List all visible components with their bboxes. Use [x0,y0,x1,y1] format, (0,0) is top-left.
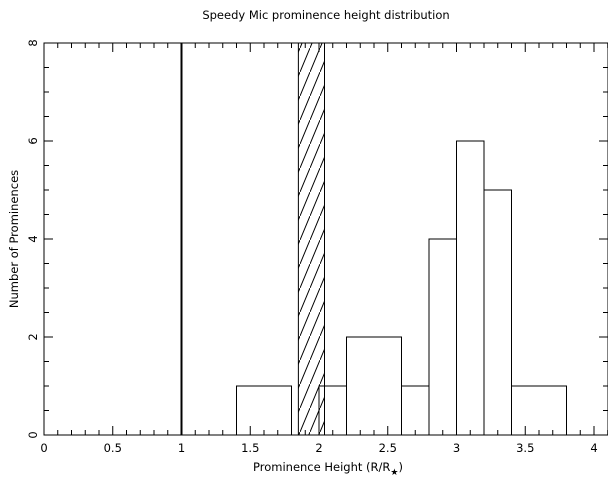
axis-ticks [43,42,608,436]
x-tick-label: 1.5 [241,441,259,455]
x-axis-label-close: ) [398,460,403,474]
x-tick-label: 0 [40,441,47,455]
histogram-bars [236,140,567,435]
chart-title: Speedy Mic prominence height distributio… [202,8,449,22]
x-tick-label: 2.5 [379,441,397,455]
x-tick-labels: 0 0.5 1 1.5 2 2.5 3 3.5 4 [40,441,597,455]
histogram-bar [236,385,292,435]
y-tick-label: 0 [26,431,40,438]
x-tick-label: 3 [453,441,460,455]
y-tick-label: 6 [26,137,40,144]
y-tick-label: 2 [26,333,40,340]
histogram-bar [428,238,457,435]
plot-frame [43,42,608,436]
histogram-bar [401,385,430,435]
histogram-bar [456,140,485,435]
histogram-bar [511,385,567,435]
histogram-bar [346,336,402,435]
x-tick-label: 4 [590,441,597,455]
x-tick-label: 2 [315,441,322,455]
x-axis-label-subscript: ★ [390,468,398,478]
x-tick-label: 1 [178,441,185,455]
y-axis-label: Number of Prominences [7,170,21,308]
plot-area [43,42,608,436]
x-tick-label: 3.5 [516,441,534,455]
x-axis-label: Prominence Height (R/R★) [253,460,403,478]
histogram-bar [483,189,512,435]
y-tick-labels: 0 2 4 6 8 [26,39,40,438]
y-tick-label: 4 [26,235,40,242]
y-tick-label: 8 [26,39,40,46]
x-axis-label-text: Prominence Height (R/R [253,460,390,474]
hatched-region [297,42,325,436]
x-tick-label: 0.5 [104,441,122,455]
